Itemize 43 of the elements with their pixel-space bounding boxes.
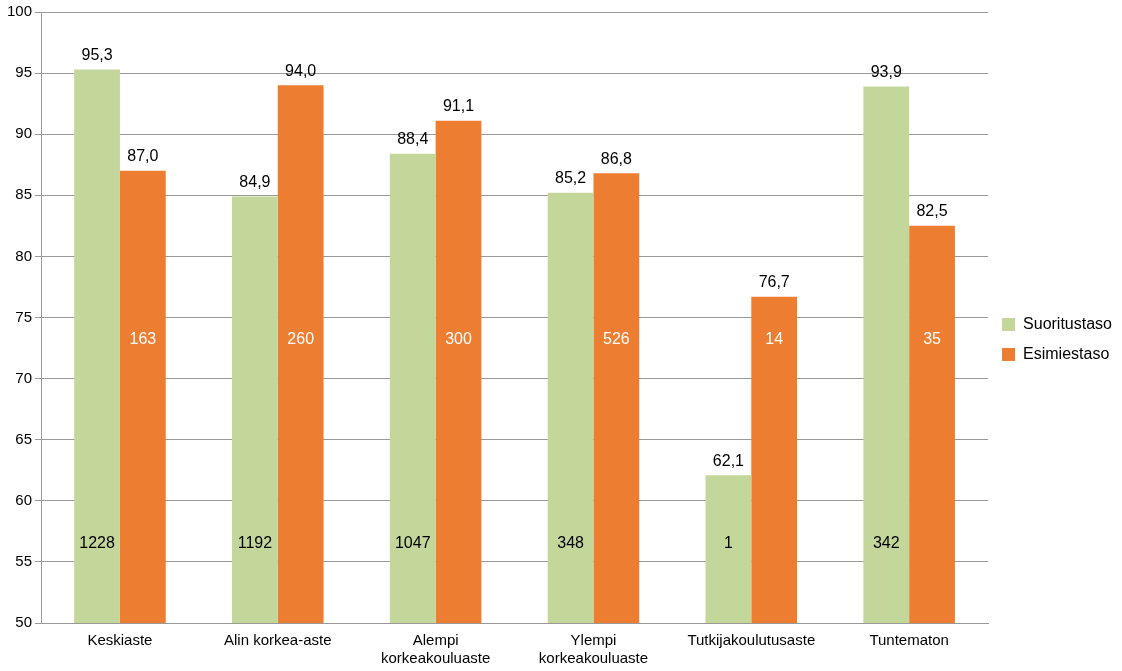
y-tick-label: 85 xyxy=(15,185,33,203)
data-label: 62,1 xyxy=(712,451,745,469)
annotation: 342 xyxy=(872,533,900,551)
y-tick-label: 95 xyxy=(15,63,33,81)
legend-label: Esimiestaso xyxy=(1023,344,1110,362)
annotation: 1228 xyxy=(79,533,115,551)
x-tick-label: Alempi korkeakouluaste xyxy=(381,631,491,667)
data-label: 94,0 xyxy=(285,61,317,79)
data-label: 82,5 xyxy=(916,202,948,220)
annotation: 348 xyxy=(557,533,585,551)
y-tick-label: 60 xyxy=(15,490,33,508)
y-tick-label: 75 xyxy=(15,307,33,325)
x-tick-label: Tutkijakoulutusaste xyxy=(687,631,816,649)
x-tick-label: Ylempi korkeakouluaste xyxy=(538,631,649,667)
data-label: 91,1 xyxy=(442,97,475,115)
x-tick-label: Alin korkea-aste xyxy=(224,631,332,649)
data-label: 88,4 xyxy=(397,130,429,148)
y-tick-label: 70 xyxy=(15,368,33,386)
data-label: 93,9 xyxy=(870,62,902,80)
annotation: 260 xyxy=(287,329,315,347)
data-label: 84,9 xyxy=(239,172,271,190)
annotation: 300 xyxy=(445,329,472,347)
data-label: 85,2 xyxy=(555,169,587,187)
annotation: 1192 xyxy=(237,533,273,551)
annotation: 14 xyxy=(765,329,784,347)
x-tick-label: Tuntematon xyxy=(869,631,949,649)
y-tick-label: 80 xyxy=(15,246,33,264)
annotation: 163 xyxy=(129,329,157,347)
annotation: 1047 xyxy=(394,533,431,551)
y-tick-label: 90 xyxy=(15,124,33,142)
legend-label: Suoritustaso xyxy=(1023,314,1113,332)
x-tick-label: Keskiaste xyxy=(87,631,153,649)
y-tick-label: 65 xyxy=(15,429,33,447)
y-tick-label: 55 xyxy=(15,552,33,570)
annotation: 526 xyxy=(603,329,630,347)
data-label: 87,0 xyxy=(127,147,159,165)
data-label: 95,3 xyxy=(81,45,113,63)
y-tick-label: 100 xyxy=(7,2,33,20)
annotation: 1 xyxy=(723,533,733,551)
data-label: 76,7 xyxy=(758,273,790,291)
y-tick-label: 50 xyxy=(15,613,33,631)
data-label: 86,8 xyxy=(600,149,633,167)
annotation: 35 xyxy=(923,329,942,347)
